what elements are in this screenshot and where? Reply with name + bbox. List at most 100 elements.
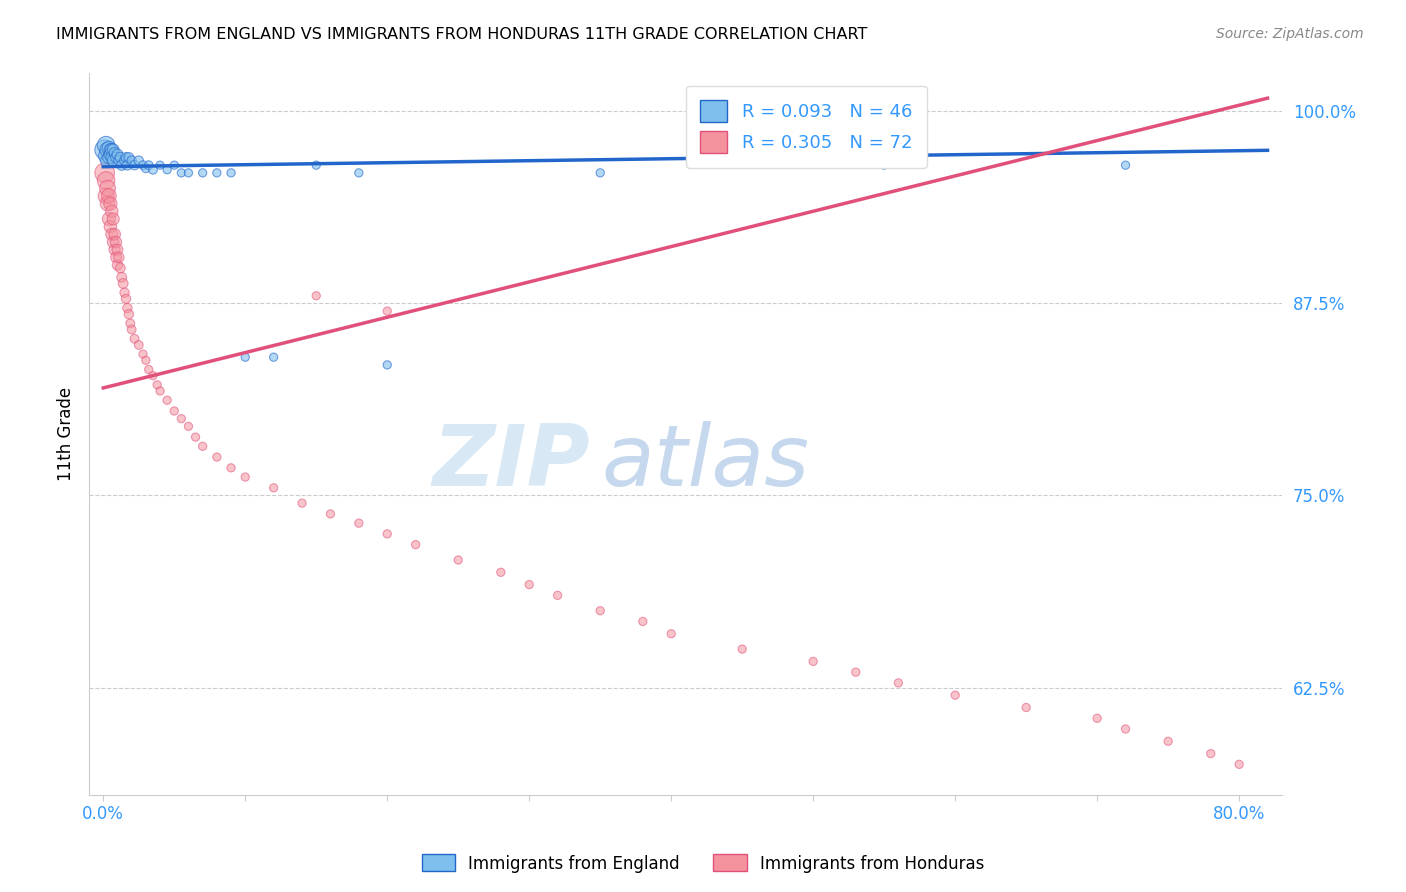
Point (93, 143, 115, 157)
Point (233, 470, 256, 484)
Point (170, 411, 193, 425)
Point (887, 676, 910, 690)
Point (156, 393, 179, 408)
Point (105, 250, 128, 264)
Point (97, 189, 120, 203)
Point (1199, 747, 1222, 761)
Legend: Immigrants from England, Immigrants from Honduras: Immigrants from England, Immigrants from… (415, 847, 991, 880)
Point (163, 404, 186, 418)
Point (111, 158, 134, 172)
Point (163, 158, 186, 172)
Point (177, 419, 200, 434)
Point (121, 153, 143, 168)
Point (121, 322, 143, 336)
Point (1227, 757, 1250, 772)
Point (135, 161, 157, 176)
Point (731, 642, 754, 657)
Point (96, 143, 118, 157)
Point (149, 158, 172, 172)
Point (103, 235, 125, 249)
Point (132, 347, 155, 361)
Point (105, 151, 128, 165)
Point (184, 430, 207, 444)
Point (97, 211, 120, 226)
Point (117, 158, 139, 172)
Point (205, 166, 228, 180)
Point (156, 162, 179, 177)
Point (128, 153, 150, 168)
Point (128, 338, 150, 352)
Point (103, 153, 125, 168)
Point (103, 143, 125, 157)
Point (375, 527, 398, 541)
Point (205, 450, 228, 464)
Point (177, 166, 200, 180)
Point (117, 301, 139, 315)
Point (1115, 722, 1137, 736)
Point (149, 384, 172, 398)
Point (110, 151, 132, 165)
Text: IMMIGRANTS FROM ENGLAND VS IMMIGRANTS FROM HONDURAS 11TH GRADE CORRELATION CHART: IMMIGRANTS FROM ENGLAND VS IMMIGRANTS FR… (56, 27, 868, 42)
Point (97, 141, 120, 155)
Point (305, 158, 328, 172)
Point (115, 292, 138, 306)
Point (112, 277, 135, 291)
Point (801, 654, 824, 668)
Point (120, 317, 142, 331)
Point (142, 162, 165, 177)
Point (101, 227, 124, 242)
Point (98, 143, 121, 157)
Text: ZIP: ZIP (433, 421, 591, 504)
Point (589, 604, 612, 618)
Point (1115, 158, 1137, 172)
Point (132, 158, 155, 172)
Point (263, 350, 285, 364)
Point (97, 151, 120, 165)
Point (114, 153, 136, 168)
Legend: R = 0.093   N = 46, R = 0.305   N = 72: R = 0.093 N = 46, R = 0.305 N = 72 (686, 86, 927, 168)
Point (845, 665, 868, 680)
Point (170, 166, 193, 180)
Point (98, 196, 121, 211)
Point (347, 166, 370, 180)
Point (118, 307, 141, 321)
Point (104, 145, 127, 160)
Point (135, 353, 157, 368)
Point (233, 350, 256, 364)
Point (115, 151, 138, 165)
Point (108, 153, 131, 168)
Point (589, 166, 612, 180)
Point (98, 219, 121, 234)
Point (405, 538, 427, 552)
Point (96, 153, 118, 168)
Point (96, 181, 118, 195)
Point (219, 166, 242, 180)
Point (138, 158, 160, 172)
Point (101, 143, 124, 157)
Point (263, 481, 285, 495)
Point (375, 358, 398, 372)
Point (517, 577, 540, 591)
Point (108, 250, 131, 264)
Point (447, 553, 470, 567)
Point (375, 304, 398, 318)
Point (96, 196, 118, 211)
Point (347, 516, 370, 530)
Point (1085, 711, 1108, 725)
Point (111, 270, 134, 285)
Point (94, 173, 117, 187)
Point (93, 166, 115, 180)
Point (191, 166, 214, 180)
Text: Source: ZipAtlas.com: Source: ZipAtlas.com (1216, 27, 1364, 41)
Point (107, 258, 129, 272)
Point (1157, 734, 1180, 748)
Point (110, 261, 132, 276)
Point (291, 496, 314, 510)
Point (98, 147, 121, 161)
Point (104, 227, 127, 242)
Point (1015, 700, 1038, 714)
Point (118, 151, 141, 165)
Point (191, 439, 214, 453)
Point (631, 615, 654, 629)
Point (146, 377, 169, 392)
